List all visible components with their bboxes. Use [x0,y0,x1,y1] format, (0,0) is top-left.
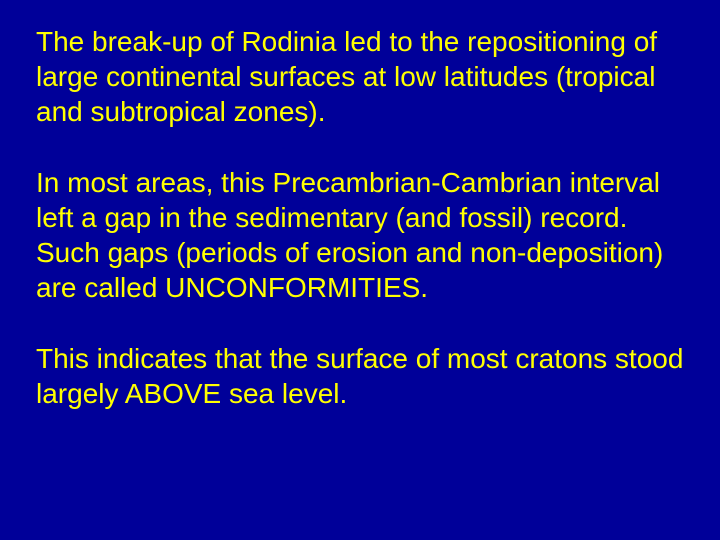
paragraph-2: In most areas, this Precambrian-Cambrian… [36,165,684,305]
paragraph-1: The break-up of Rodinia led to the repos… [36,24,684,129]
slide: The break-up of Rodinia led to the repos… [0,0,720,540]
paragraph-3: This indicates that the surface of most … [36,341,684,411]
